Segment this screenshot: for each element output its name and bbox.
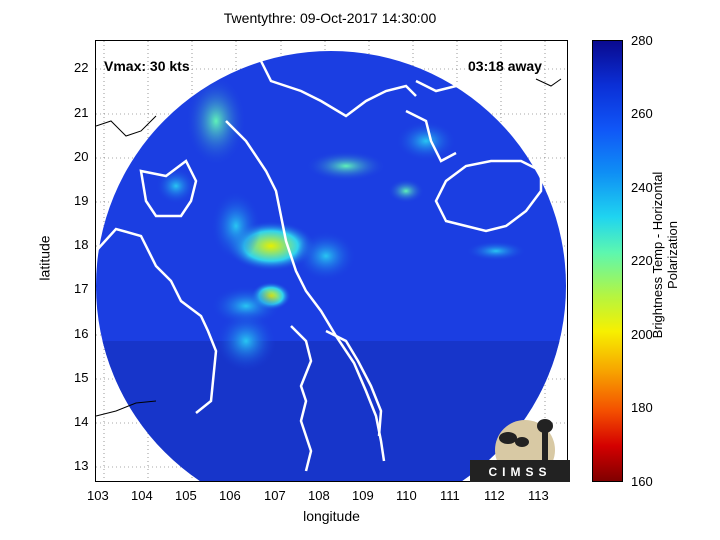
colorbar-tick: 200 [631, 327, 653, 342]
vmax-annotation: Vmax: 30 kts [104, 58, 190, 74]
ytick-label: 14 [74, 414, 89, 429]
colorbar-tick: 220 [631, 253, 653, 268]
colorbar-label: Brightness Temp - Horizontal Polarizatio… [650, 171, 680, 339]
xtick-label: 105 [175, 488, 197, 503]
xtick-label: 108 [308, 488, 330, 503]
map-svg [96, 41, 567, 481]
ytick-label: 13 [74, 458, 89, 473]
logo-text: CIMSS [488, 465, 551, 479]
xtick-label: 106 [219, 488, 241, 503]
xtick-label: 110 [396, 488, 417, 503]
ytick-label: 20 [74, 149, 89, 164]
coastlines [96, 60, 543, 472]
ytick-label: 16 [74, 326, 89, 341]
y-axis-label: latitude [36, 235, 53, 281]
time-away-annotation: 03:18 away [468, 58, 542, 74]
xtick-label: 103 [87, 488, 109, 503]
colorbar-tick: 160 [631, 474, 653, 489]
map-title: Twentythre: 09-Oct-2017 14:30:00 [223, 10, 437, 26]
xtick-label: 107 [264, 488, 286, 503]
brightness-temp-swath [96, 51, 566, 481]
xtick-label: 113 [528, 488, 549, 503]
xtick-label: 112 [484, 488, 505, 503]
xtick-label: 111 [440, 488, 460, 503]
ytick-label: 15 [74, 370, 89, 385]
ytick-label: 19 [74, 193, 89, 208]
xtick-label: 109 [352, 488, 374, 503]
cimss-logo: CIMSS [470, 410, 570, 482]
ytick-label: 18 [74, 237, 89, 252]
colorbar [592, 40, 623, 482]
colorbar-tick: 260 [631, 106, 653, 121]
coastline-outside [96, 78, 562, 417]
colorbar-tick: 180 [631, 400, 653, 415]
colorbar-tick: 240 [631, 180, 653, 195]
ytick-label: 22 [74, 60, 89, 75]
ytick-label: 21 [74, 105, 89, 120]
colorbar-tick: 280 [631, 33, 653, 48]
xtick-label: 104 [131, 488, 153, 503]
ytick-label: 17 [74, 281, 89, 296]
map-plot-area [95, 40, 568, 482]
x-axis-label: longitude [303, 508, 360, 524]
